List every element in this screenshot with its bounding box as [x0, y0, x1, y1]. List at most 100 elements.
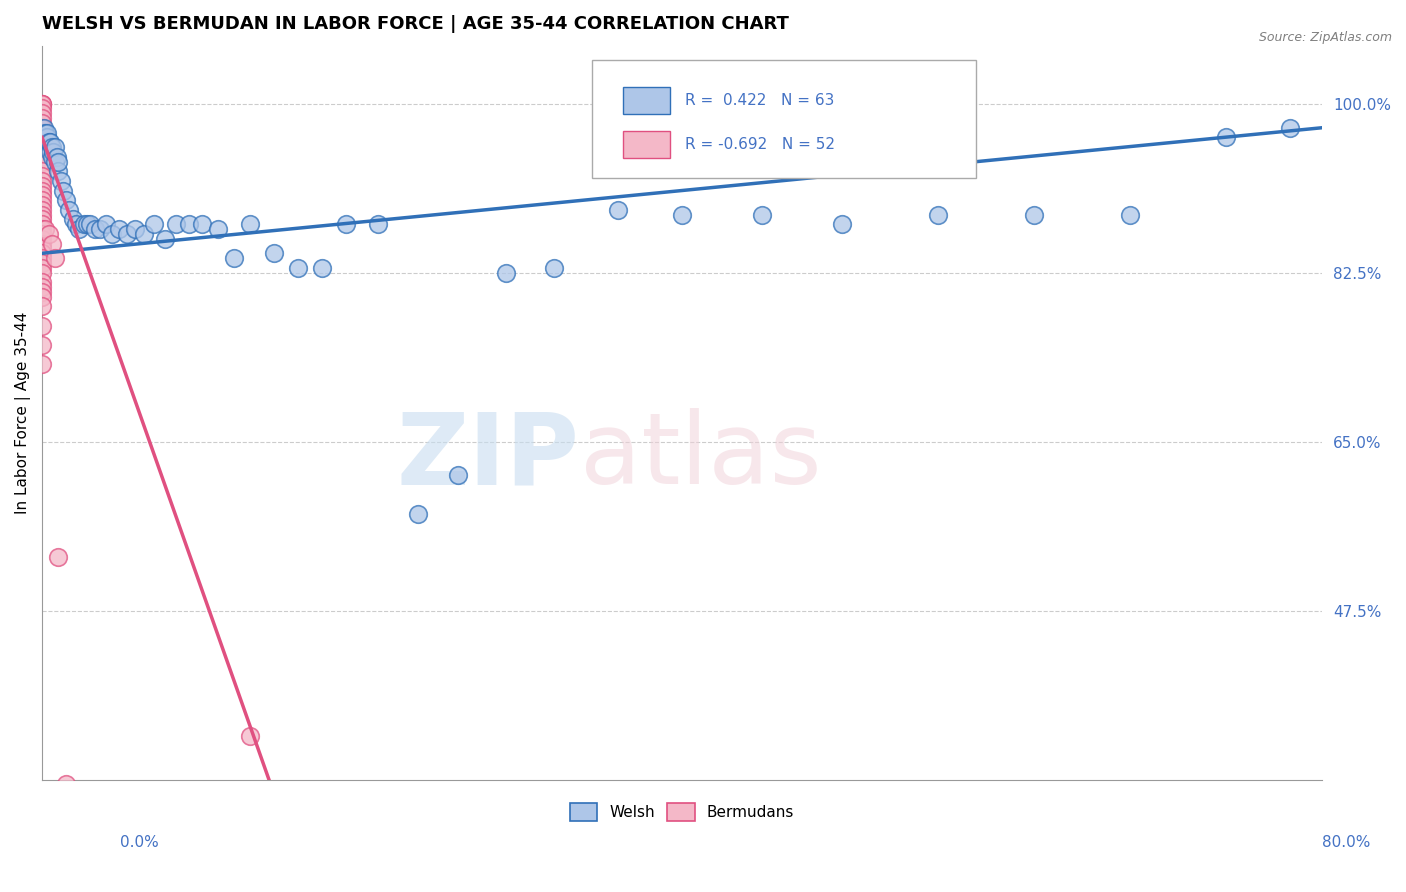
Point: [31, 300, 53, 314]
Point: [32, 126, 55, 140]
Point: [31, 246, 53, 260]
Point: [31, 193, 53, 207]
Point: [38, 227, 60, 241]
Point: [31, 198, 53, 212]
Point: [31, 184, 53, 198]
Point: [31, 169, 53, 183]
Point: [39, 135, 62, 149]
Point: [31, 111, 53, 125]
Point: [42, 145, 65, 159]
Point: [134, 227, 156, 241]
Point: [108, 222, 131, 236]
Text: 0.0%: 0.0%: [120, 836, 159, 850]
Point: [115, 227, 138, 241]
Text: ZIP: ZIP: [396, 409, 579, 505]
Point: [155, 232, 177, 246]
Point: [31, 130, 53, 145]
Point: [31, 236, 53, 251]
FancyBboxPatch shape: [592, 61, 976, 178]
Point: [62, 212, 84, 227]
Point: [31, 188, 53, 202]
Point: [44, 251, 66, 265]
Point: [31, 154, 53, 169]
Point: [311, 260, 333, 275]
Point: [31, 318, 53, 333]
Point: [31, 140, 53, 154]
Point: [34, 130, 56, 145]
Point: [45, 150, 67, 164]
Point: [143, 217, 166, 231]
Point: [31, 217, 53, 231]
Point: [31, 232, 53, 246]
Point: [38, 140, 60, 154]
Point: [83, 222, 105, 236]
Point: [67, 222, 90, 236]
Point: [31, 266, 53, 280]
Point: [55, 777, 77, 791]
Point: [31, 202, 53, 217]
Text: Source: ZipAtlas.com: Source: ZipAtlas.com: [1258, 31, 1392, 45]
Point: [34, 126, 56, 140]
Point: [31, 145, 53, 159]
Point: [31, 260, 53, 275]
Point: [1278, 120, 1301, 135]
Point: [607, 202, 630, 217]
Point: [31, 275, 53, 289]
Point: [31, 102, 53, 116]
Point: [31, 96, 53, 111]
Point: [31, 280, 53, 294]
Point: [35, 135, 58, 149]
Point: [287, 260, 309, 275]
Point: [31, 174, 53, 188]
Point: [101, 227, 124, 241]
Point: [31, 338, 53, 352]
Point: [239, 217, 262, 231]
Point: [94, 217, 117, 231]
FancyBboxPatch shape: [623, 131, 671, 158]
Point: [831, 217, 853, 231]
Point: [207, 222, 229, 236]
Point: [58, 202, 80, 217]
Point: [31, 120, 53, 135]
Point: [65, 217, 87, 231]
Point: [31, 96, 53, 111]
Point: [31, 96, 53, 111]
Point: [35, 126, 58, 140]
Point: [46, 154, 69, 169]
Point: [671, 208, 693, 222]
Point: [73, 217, 96, 231]
Point: [41, 236, 63, 251]
Point: [44, 140, 66, 154]
Point: [447, 468, 470, 483]
Point: [543, 260, 565, 275]
Point: [55, 193, 77, 207]
Point: [31, 106, 53, 120]
Point: [263, 246, 285, 260]
Point: [31, 242, 53, 256]
Point: [46, 164, 69, 178]
Point: [222, 251, 245, 265]
Point: [1119, 208, 1142, 222]
Point: [51, 174, 73, 188]
Point: [31, 164, 53, 178]
Point: [1215, 130, 1237, 145]
Point: [44, 154, 66, 169]
Point: [31, 212, 53, 227]
Text: WELSH VS BERMUDAN IN LABOR FORCE | AGE 35-44 CORRELATION CHART: WELSH VS BERMUDAN IN LABOR FORCE | AGE 3…: [42, 15, 789, 33]
Point: [34, 222, 56, 236]
Text: 80.0%: 80.0%: [1323, 836, 1371, 850]
Point: [79, 217, 101, 231]
Point: [39, 145, 62, 159]
Point: [41, 150, 63, 164]
Point: [46, 550, 69, 565]
Point: [31, 290, 53, 304]
Legend: Welsh, Bermudans: Welsh, Bermudans: [564, 797, 800, 827]
Point: [76, 217, 98, 231]
Point: [124, 222, 146, 236]
Point: [38, 135, 60, 149]
Point: [31, 126, 53, 140]
Point: [31, 357, 53, 371]
Point: [335, 217, 357, 231]
Point: [927, 208, 949, 222]
Point: [31, 178, 53, 193]
